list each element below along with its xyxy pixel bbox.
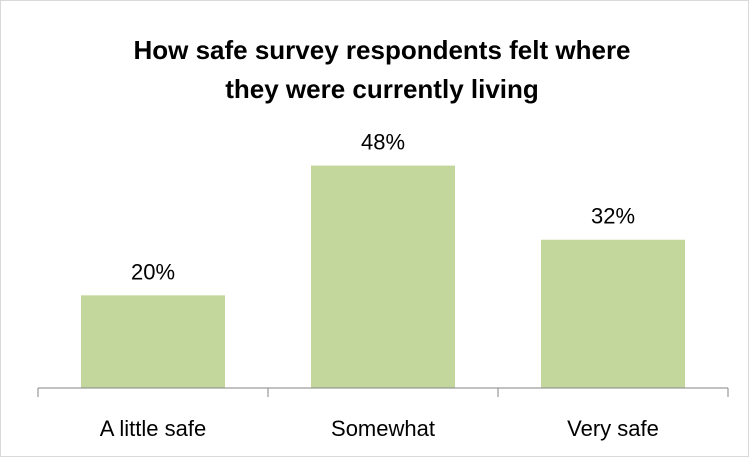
data-label: 48% — [361, 130, 405, 155]
data-label: 20% — [131, 259, 175, 284]
chart-title-line-2: they were currently living — [225, 74, 539, 104]
category-label: A little safe — [100, 416, 206, 441]
bar-very-safe — [541, 239, 685, 388]
x-axis-ticks — [37, 388, 729, 397]
category-labels-group: A little safe Somewhat Very safe — [100, 416, 659, 441]
category-label: Somewhat — [331, 416, 435, 441]
category-label: Very safe — [567, 416, 659, 441]
chart-title-line-1: How safe survey respondents felt where — [133, 35, 630, 65]
bar-a-little-safe — [81, 295, 225, 388]
data-label: 32% — [591, 204, 635, 229]
bar-somewhat — [311, 165, 455, 388]
bars-group — [81, 165, 685, 388]
data-labels-group: 20% 48% 32% — [131, 130, 635, 285]
